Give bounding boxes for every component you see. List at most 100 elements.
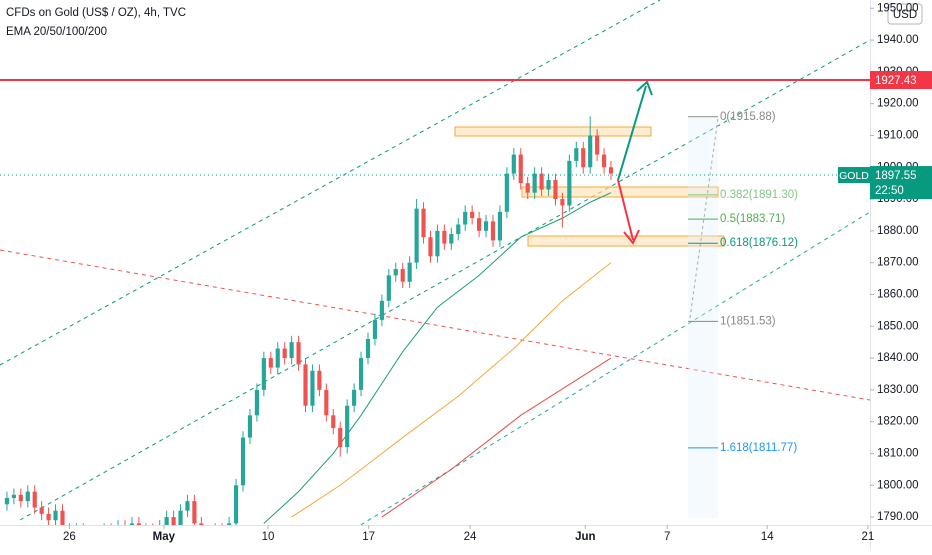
- candle-body: [581, 148, 586, 168]
- candle-body: [421, 208, 426, 238]
- candle-body: [303, 364, 308, 406]
- countdown-label: 22:50: [875, 185, 904, 197]
- y-tick-label: 1830.00: [877, 384, 919, 396]
- candle-body: [178, 510, 183, 525]
- candle-body: [310, 370, 315, 406]
- candle-body: [518, 154, 523, 184]
- candle-body: [546, 179, 551, 190]
- candle-body: [171, 517, 176, 525]
- y-tick-label: 1860.00: [877, 288, 919, 300]
- currency-box[interactable]: [887, 3, 923, 25]
- candle-body: [25, 491, 30, 502]
- y-tick-label: 1870.00: [877, 257, 919, 269]
- candle-body: [414, 208, 419, 263]
- candle-body: [511, 154, 516, 174]
- chart-title: CFDs on Gold (US$ / OZ), 4h, TVC: [6, 7, 186, 19]
- arrow-head: [623, 229, 640, 245]
- y-tick-label: 1840.00: [877, 352, 919, 364]
- candle-body: [393, 269, 398, 276]
- candle-body: [136, 523, 141, 525]
- ema-line: [263, 192, 612, 524]
- x-tick-label: 7: [664, 531, 670, 543]
- arrow-up: [617, 85, 647, 181]
- y-tick-label: 1920.00: [877, 98, 919, 110]
- candle-body: [560, 199, 565, 206]
- marks: [4, 116, 614, 525]
- candle-body: [254, 389, 259, 416]
- candle-body: [317, 370, 322, 390]
- zone: [454, 126, 652, 137]
- candle-body: [185, 501, 190, 511]
- fib-label: 0.382(1891.30): [720, 189, 798, 201]
- candle-body: [192, 501, 197, 524]
- x-tick-label: 21: [862, 531, 875, 543]
- trend-line: [0, 249, 870, 401]
- y-tick-label: 1880.00: [877, 225, 919, 237]
- candle-body: [567, 160, 572, 206]
- currency[interactable]: USD: [893, 9, 917, 21]
- last-price-tag: [870, 166, 932, 200]
- ema-line: [291, 262, 612, 518]
- candle-body: [32, 491, 37, 508]
- candle-body: [282, 348, 287, 359]
- fib-area: [688, 118, 718, 518]
- x-tick-label: Jun: [575, 531, 595, 543]
- candle-body: [247, 415, 253, 438]
- candle-body: [345, 405, 350, 448]
- candle-body: [379, 300, 384, 320]
- channel-middle: [19, 39, 870, 521]
- candle-body: [233, 485, 239, 524]
- y-tick-label: 1950.00: [877, 2, 919, 14]
- symbol-tag: [838, 167, 870, 184]
- candle-body: [400, 269, 405, 282]
- candle-body: [574, 148, 579, 161]
- candle-body: [275, 348, 280, 368]
- candle-body: [470, 211, 475, 219]
- candle-body: [358, 358, 364, 390]
- y-tick-label: 1910.00: [877, 129, 919, 141]
- fib-label: 0.618(1876.12): [720, 237, 798, 249]
- last-price-label: 1897.55: [875, 170, 917, 182]
- x-tick-label: 26: [63, 531, 76, 543]
- indicator-label: EMA 20/50/100/200: [6, 26, 107, 38]
- fib-trend: [689, 117, 719, 319]
- candle-body: [490, 221, 496, 241]
- x-tick-label: 24: [464, 531, 477, 543]
- candle-body: [296, 342, 301, 365]
- candle-body: [553, 179, 558, 200]
- fib-label: 0.5(1883.71): [720, 213, 785, 225]
- candle-body: [199, 523, 204, 525]
- channel-upper: [0, 0, 661, 366]
- candle-body: [532, 173, 537, 193]
- candle-body: [539, 173, 544, 190]
- y-tick-label: 1850.00: [877, 320, 919, 332]
- x-tick-label: 14: [761, 531, 774, 543]
- candle-body: [4, 497, 10, 505]
- candle-body: [595, 135, 600, 155]
- candle-body: [608, 167, 614, 174]
- candle-body: [129, 523, 135, 525]
- candle-body: [39, 507, 44, 514]
- candle-body: [497, 211, 503, 241]
- candle-body: [386, 275, 391, 301]
- candle-body: [588, 135, 593, 168]
- candle-body: [352, 389, 357, 406]
- candle-body: [601, 154, 607, 168]
- candle-body: [331, 415, 336, 429]
- candle-body: [525, 183, 530, 193]
- y-tick-label: 1790.00: [877, 511, 919, 523]
- candle-body: [164, 517, 169, 525]
- candle-body: [324, 389, 329, 416]
- fib-label: 1.618(1811.77): [720, 442, 797, 454]
- candle-body: [456, 224, 461, 235]
- candle-body: [477, 218, 482, 231]
- candle-body: [483, 221, 489, 231]
- candle-body: [240, 437, 246, 486]
- y-tick-label: 1810.00: [877, 447, 919, 459]
- y-tick-label: 1820.00: [877, 416, 919, 428]
- candle-body: [365, 338, 371, 359]
- fib-label: 0(1915.88): [720, 111, 776, 123]
- x-tick-label: 17: [362, 531, 375, 543]
